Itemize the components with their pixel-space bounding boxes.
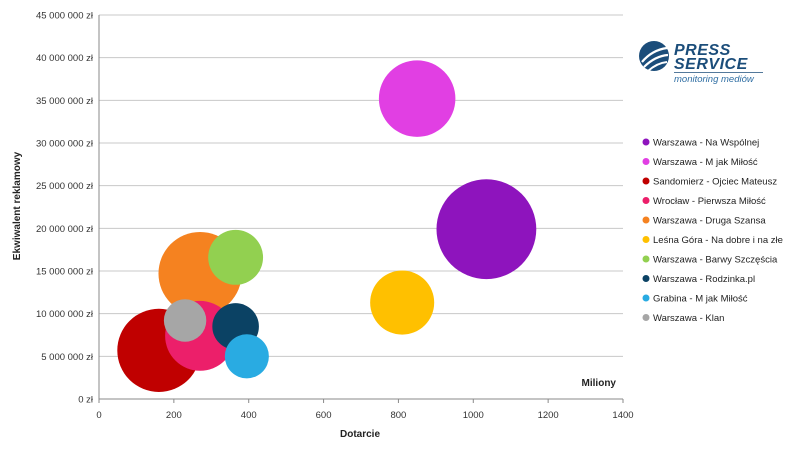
- legend-item: Warszawa - M jak Miłość: [642, 157, 758, 168]
- x-tick-label: 800: [390, 410, 406, 421]
- legend-item: Grabina - M jak Miłość: [642, 294, 748, 305]
- y-axis-title: Ekwiwalent reklamowy: [12, 151, 23, 260]
- legend-item: Sandomierz - Ojciec Mateusz: [642, 177, 777, 188]
- legend-marker: [642, 255, 650, 263]
- logo-line1: PRESS: [674, 42, 731, 59]
- legend-marker: [642, 216, 650, 224]
- bubble-warszawa-klan: [163, 299, 207, 342]
- x-axis-title: Dotarcie: [340, 429, 380, 440]
- bubble-warszawa-na-wspolnej: [436, 179, 537, 280]
- units-label: Miliony: [582, 378, 617, 389]
- y-tick-label: 40 000 000 zł: [36, 53, 94, 64]
- logo-line2: SERVICE: [674, 56, 749, 73]
- legend-label: Sandomierz - Ojciec Mateusz: [653, 177, 777, 188]
- x-tick-label: 0: [96, 410, 101, 421]
- y-tick-label: 10 000 000 zł: [36, 309, 94, 320]
- legend-item: Warszawa - Na Wspólnej: [642, 138, 759, 149]
- y-tick-label: 15 000 000 zł: [36, 267, 94, 278]
- legend-item: Wrocław - Pierwsza Miłość: [642, 196, 766, 207]
- bubble-grabina-m-jak-milosc: [224, 334, 269, 379]
- legend-marker: [642, 294, 650, 302]
- y-tick-label: 0 zł: [78, 395, 94, 406]
- legend-label: Warszawa - Druga Szansa: [653, 216, 766, 227]
- y-tick-label: 30 000 000 zł: [36, 139, 94, 150]
- legend-label: Wrocław - Pierwsza Miłość: [653, 196, 766, 207]
- x-tick-label: 1000: [463, 410, 484, 421]
- legend-item: Warszawa - Barwy Szczęścia: [642, 255, 778, 266]
- legend-item: Warszawa - Klan: [642, 313, 724, 324]
- y-tick-label: 5 000 000 zł: [41, 352, 94, 363]
- bubble-lesna-gora-na-dobre-i-na-zle: [370, 270, 435, 335]
- legend-marker: [642, 177, 650, 185]
- bubble-series: [117, 60, 537, 392]
- legend-marker: [642, 275, 650, 282]
- legend-item: Leśna Góra - Na dobre i na złe: [642, 235, 783, 246]
- logo-tagline: monitoring mediów: [674, 74, 755, 85]
- legend-label: Warszawa - Klan: [653, 313, 724, 324]
- y-tick-label: 20 000 000 zł: [36, 224, 94, 235]
- legend-marker: [642, 197, 650, 204]
- legend-marker: [642, 138, 650, 146]
- axes: 0 zł 5 000 000 zł 10 000 000 zł 15 000 000 …: [36, 11, 634, 422]
- legend-label: Warszawa - Barwy Szczęścia: [653, 255, 778, 266]
- press-service-logo: PRESS SERVICE monitoring mediów: [639, 41, 763, 85]
- legend-marker: [642, 314, 650, 321]
- x-tick-label: 1200: [538, 410, 559, 421]
- x-tick-label: 400: [241, 410, 257, 421]
- x-tick-label: 600: [316, 410, 332, 421]
- legend-item: Warszawa - Rodzinka.pl: [642, 274, 755, 285]
- legend: Warszawa - Na Wspólnej Warszawa - M jak M…: [642, 138, 783, 324]
- x-tick-label: 200: [166, 410, 182, 421]
- bubble-warszawa-barwy-szczescia: [208, 229, 264, 285]
- bubble-warszawa-m-jak-milosc: [378, 60, 456, 137]
- legend-label: Grabina - M jak Miłość: [653, 294, 748, 305]
- legend-item: Warszawa - Druga Szansa: [642, 216, 766, 227]
- logo-emblem-icon: [639, 41, 669, 72]
- x-tick-label: 1400: [612, 410, 633, 421]
- y-tick-label: 45 000 000 zł: [36, 11, 94, 22]
- legend-label: Warszawa - M jak Miłość: [653, 157, 758, 168]
- legend-label: Warszawa - Rodzinka.pl: [653, 274, 755, 285]
- legend-label: Warszawa - Na Wspólnej: [653, 138, 759, 149]
- y-tick-label: 35 000 000 zł: [36, 96, 94, 107]
- y-tick-label: 25 000 000 zł: [36, 181, 94, 192]
- legend-marker: [642, 236, 650, 243]
- legend-marker: [642, 158, 650, 165]
- legend-label: Leśna Góra - Na dobre i na złe: [653, 235, 783, 246]
